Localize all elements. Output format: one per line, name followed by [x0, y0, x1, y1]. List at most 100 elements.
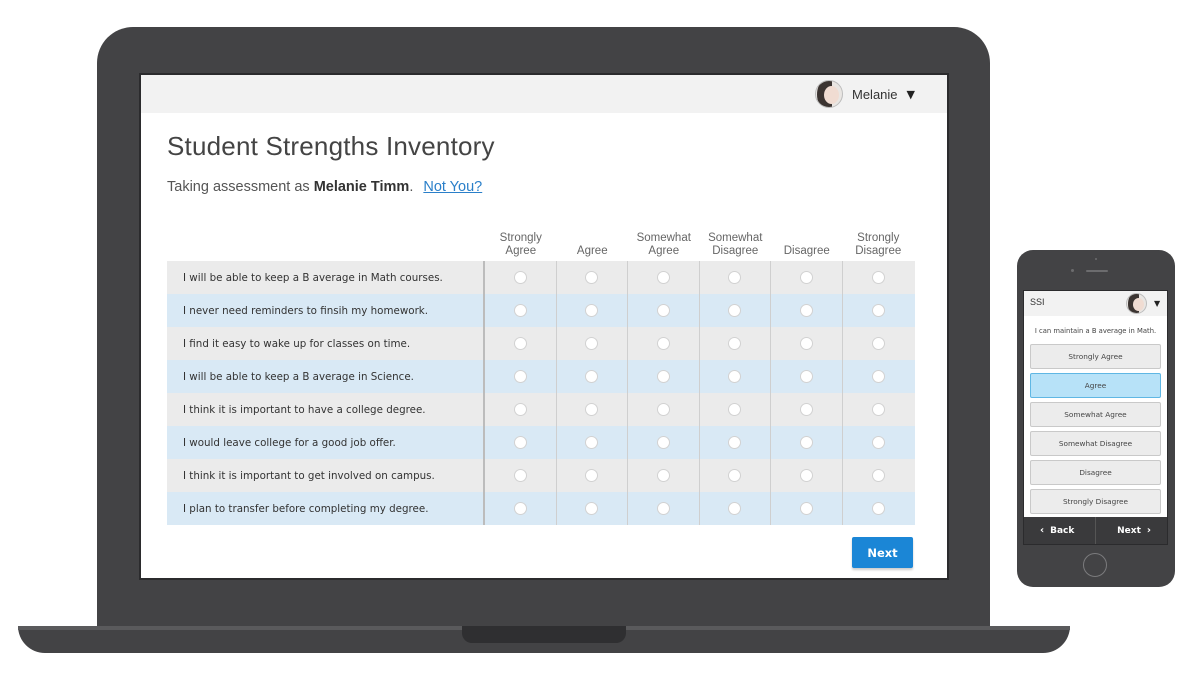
- option-cell: [771, 426, 843, 459]
- answer-radio[interactable]: [871, 271, 885, 284]
- phone-option-button[interactable]: Strongly Disagree: [1030, 489, 1161, 514]
- option-cell: [557, 426, 628, 459]
- question-text: I think it is important to have a colleg…: [167, 393, 485, 426]
- answer-radio[interactable]: [871, 370, 885, 383]
- phone-option-button[interactable]: Disagree: [1030, 460, 1161, 485]
- answer-radio[interactable]: [585, 337, 599, 350]
- answer-radio[interactable]: [871, 436, 885, 449]
- answer-radio[interactable]: [513, 370, 527, 383]
- answer-radio[interactable]: [585, 436, 599, 449]
- option-cell: [628, 261, 700, 294]
- answer-radio[interactable]: [728, 403, 742, 416]
- answer-radio[interactable]: [513, 469, 527, 482]
- column-header-line: Strongly: [499, 232, 542, 244]
- option-cell: [771, 393, 843, 426]
- answer-radio[interactable]: [799, 337, 813, 350]
- assessment-subtitle: Taking assessment as Melanie Timm. Not Yo…: [167, 179, 482, 195]
- answer-radio[interactable]: [799, 469, 813, 482]
- phone-next-button[interactable]: Next ›: [1096, 517, 1167, 544]
- option-cell: [557, 492, 628, 525]
- phone-sensor: [1095, 258, 1097, 260]
- answer-radio[interactable]: [585, 271, 599, 284]
- answer-radio[interactable]: [656, 370, 670, 383]
- answer-radio[interactable]: [871, 403, 885, 416]
- answer-radio[interactable]: [799, 403, 813, 416]
- answer-radio[interactable]: [728, 502, 742, 515]
- answer-radio[interactable]: [728, 370, 742, 383]
- answer-radio[interactable]: [799, 502, 813, 515]
- laptop-notch: [462, 626, 626, 643]
- answer-radio[interactable]: [799, 271, 813, 284]
- phone-speaker: [1086, 270, 1108, 272]
- table-row: I will be able to keep a B average in Sc…: [167, 360, 915, 393]
- page-title: Student Strengths Inventory: [167, 131, 495, 161]
- column-header-line: Agree: [505, 245, 537, 257]
- next-button[interactable]: Next: [852, 537, 913, 568]
- column-headers: Strongly Agree Agree Somewhat Agree Somewhat…: [485, 222, 914, 258]
- answer-radio[interactable]: [728, 337, 742, 350]
- answer-radio[interactable]: [513, 337, 527, 350]
- phone-option-button[interactable]: Strongly Agree: [1030, 344, 1161, 369]
- answer-radio[interactable]: [513, 304, 527, 317]
- answer-radio[interactable]: [871, 304, 885, 317]
- option-cell: [843, 459, 915, 492]
- option-cell: [700, 294, 771, 327]
- table-row: I would leave college for a good job off…: [167, 426, 915, 459]
- column-header-line: Somewhat: [708, 232, 763, 244]
- option-cell: [628, 327, 700, 360]
- avatar-icon[interactable]: [815, 80, 843, 108]
- phone-home-button[interactable]: [1083, 553, 1107, 577]
- answer-radio[interactable]: [513, 271, 527, 284]
- answer-radio[interactable]: [871, 502, 885, 515]
- phone-option-button[interactable]: Somewhat Agree: [1030, 402, 1161, 427]
- answer-radio[interactable]: [728, 271, 742, 284]
- answer-radio[interactable]: [513, 403, 527, 416]
- phone-options: Strongly Agree Agree Somewhat Agree Somewha…: [1030, 344, 1161, 518]
- answer-radio[interactable]: [656, 403, 670, 416]
- answer-radio[interactable]: [513, 436, 527, 449]
- answer-radio[interactable]: [513, 502, 527, 515]
- answer-radio[interactable]: [728, 304, 742, 317]
- answer-radio[interactable]: [656, 436, 670, 449]
- column-header: Strongly Agree: [485, 222, 557, 258]
- answer-radio[interactable]: [585, 469, 599, 482]
- option-cell: [771, 294, 843, 327]
- phone-avatar-icon[interactable]: [1126, 293, 1147, 314]
- answer-radio[interactable]: [871, 337, 885, 350]
- caret-down-icon[interactable]: ▼: [906, 87, 915, 101]
- answer-radio[interactable]: [656, 271, 670, 284]
- column-header: Strongly Disagree: [843, 222, 915, 258]
- answer-radio[interactable]: [728, 469, 742, 482]
- phone-option-button[interactable]: Agree: [1030, 373, 1161, 398]
- phone-caret-down-icon[interactable]: ▼: [1154, 299, 1161, 308]
- column-header-line: [577, 232, 608, 245]
- answer-radio[interactable]: [799, 436, 813, 449]
- user-name[interactable]: Melanie: [852, 86, 898, 102]
- answer-radio[interactable]: [871, 469, 885, 482]
- answer-radio[interactable]: [799, 304, 813, 317]
- app-header: Melanie ▼: [141, 75, 947, 113]
- answer-radio[interactable]: [585, 370, 599, 383]
- option-cell: [771, 459, 843, 492]
- answer-radio[interactable]: [585, 502, 599, 515]
- option-cell: [485, 426, 557, 459]
- user-menu[interactable]: Melanie ▼: [815, 79, 915, 109]
- answer-radio[interactable]: [585, 403, 599, 416]
- answer-radio[interactable]: [585, 304, 599, 317]
- phone-option-button[interactable]: Somewhat Disagree: [1030, 431, 1161, 456]
- answer-radio[interactable]: [799, 370, 813, 383]
- not-you-link[interactable]: Not You?: [423, 179, 483, 195]
- column-header-line: Disagree: [783, 245, 830, 257]
- option-cell: [700, 393, 771, 426]
- answer-radio[interactable]: [728, 436, 742, 449]
- option-cell: [771, 360, 843, 393]
- answer-radio[interactable]: [656, 304, 670, 317]
- question-text: I would leave college for a good job off…: [167, 426, 485, 459]
- answer-radio[interactable]: [656, 337, 670, 350]
- answer-radio[interactable]: [656, 469, 670, 482]
- subtitle-user-name: Melanie Timm: [313, 179, 410, 195]
- option-cell: [557, 294, 628, 327]
- phone-back-button[interactable]: ‹ Back: [1024, 517, 1096, 544]
- option-cell: [628, 459, 700, 492]
- answer-radio[interactable]: [656, 502, 670, 515]
